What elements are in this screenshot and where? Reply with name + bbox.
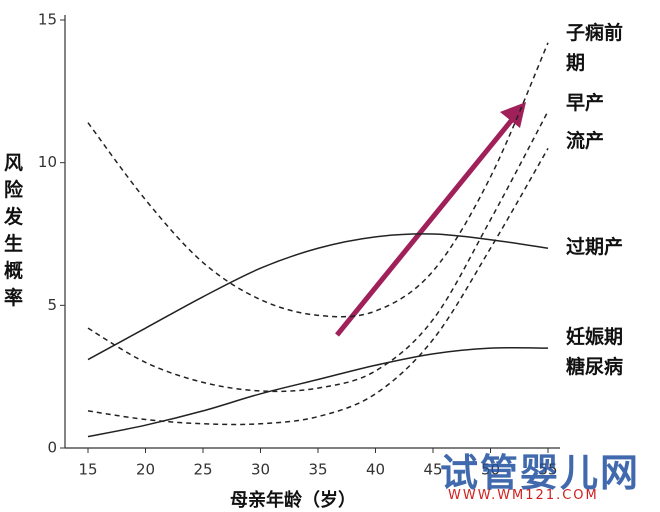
series-line (87, 233, 549, 361)
x-tick-label: 25 (193, 461, 212, 479)
series-label: 子痫前期 (566, 22, 624, 74)
series-label: 流产 (566, 130, 605, 152)
y-tick-label: 5 (47, 296, 57, 314)
x-tick-label: 20 (136, 461, 155, 479)
trend-arrow (335, 114, 517, 337)
series-label: 过期产 (566, 236, 624, 258)
series-label: 妊娠期糖尿病 (566, 326, 624, 378)
y-tick-label: 0 (47, 439, 57, 457)
series-line (87, 42, 549, 318)
x-axis-label: 母亲年龄（岁） (230, 490, 356, 511)
watermark-url: WWW.WM121.COM (448, 488, 599, 503)
x-tick-label: 55 (538, 461, 557, 479)
x-tick-label: 35 (308, 461, 327, 479)
series-line (87, 110, 549, 393)
y-tick-label: 10 (38, 153, 57, 171)
x-tick-label: 50 (481, 461, 500, 479)
x-tick-label: 15 (78, 461, 97, 479)
y-axis-label: 风险发生概率 (4, 152, 24, 309)
series-label: 早产 (566, 92, 605, 114)
y-tick-label: 15 (38, 11, 57, 29)
watermark-title: 试管婴儿网 (440, 451, 641, 495)
series-line (87, 148, 549, 426)
x-tick-label: 30 (251, 461, 270, 479)
x-tick-label: 45 (423, 461, 442, 479)
x-tick-label: 40 (366, 461, 385, 479)
series-line (87, 346, 549, 438)
arrow-head (500, 102, 526, 128)
